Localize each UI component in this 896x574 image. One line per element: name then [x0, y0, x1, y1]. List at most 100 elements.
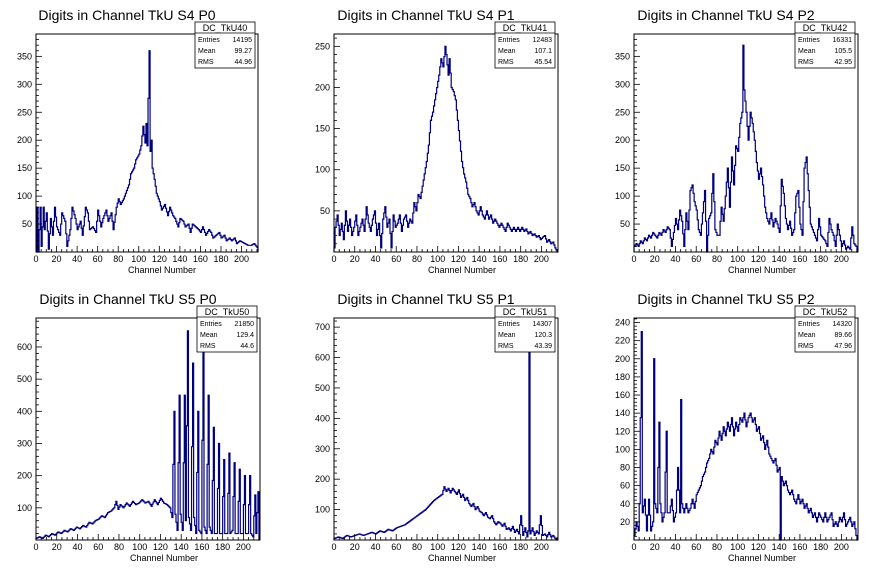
- x-tick-label: 200: [236, 542, 251, 552]
- x-tick-label: 140: [472, 542, 487, 552]
- stats-key: Mean: [498, 332, 516, 339]
- y-tick-label: 200: [615, 135, 630, 145]
- stats-key: Entries: [498, 37, 520, 44]
- plot-frame: [333, 317, 559, 541]
- x-tick-label: 40: [370, 254, 380, 264]
- panel-title: Digits in Channel TkU S4 P2: [637, 7, 814, 23]
- y-tick-label: 300: [17, 79, 32, 89]
- stats-key: Mean: [498, 48, 516, 55]
- y-tick-label: 200: [615, 354, 630, 364]
- x-tick-label: 100: [430, 542, 445, 552]
- x-tick-label: 140: [772, 542, 787, 552]
- stats-value: 42.95: [834, 59, 852, 66]
- x-tick-label: 200: [834, 254, 849, 264]
- stats-box: DC_TkU40 Entries 14195 Mean 99.27 RMS 44.96: [194, 21, 256, 69]
- x-tick-label: 80: [412, 254, 422, 264]
- y-tick-label: 700: [315, 322, 330, 332]
- stats-box: DC_TkU41 Entries 12483 Mean 107.1 RMS 45.54: [494, 21, 556, 69]
- stats-name: DC_TkU42: [803, 23, 848, 33]
- x-tick-label: 60: [93, 254, 103, 264]
- histogram-series: [333, 350, 558, 541]
- histogram-panel: Digits in Channel TkU S5 P1 0 20 40 60 80 100 1…: [315, 291, 559, 563]
- y-tick-label: 500: [17, 374, 32, 384]
- x-tick-label: 120: [751, 542, 766, 552]
- x-tick-label: 120: [451, 542, 466, 552]
- x-tick-label: 60: [691, 254, 701, 264]
- histogram-panel: Digits in Channel TkU S4 P0 0 20 40 60 80 100 1…: [17, 7, 259, 275]
- stats-value: 105.5: [834, 48, 852, 55]
- y-tick-label: 200: [315, 474, 330, 484]
- stats-box-frame: [794, 305, 856, 353]
- x-tick-label: 120: [751, 254, 766, 264]
- x-tick-label: 20: [650, 542, 660, 552]
- x-axis-title: Channel Number: [728, 265, 796, 275]
- x-tick-label: 0: [33, 254, 38, 264]
- x-axis-title: Channel Number: [728, 553, 796, 563]
- x-tick-label: 120: [451, 254, 466, 264]
- y-tick-label: 350: [17, 51, 32, 61]
- x-axis-title: Channel Number: [128, 265, 196, 275]
- x-tick-label: 20: [650, 254, 660, 264]
- histogram-panel: Digits in Channel TkU S4 P1 0 20 40 60 80 100 1…: [315, 7, 559, 275]
- plot-frame: [633, 317, 859, 541]
- y-tick-label: 400: [17, 406, 32, 416]
- x-tick-label: 80: [113, 254, 123, 264]
- stats-key: RMS: [498, 343, 514, 350]
- x-tick-label: 200: [234, 254, 249, 264]
- x-tick-label: 160: [492, 542, 507, 552]
- y-tick-label: 350: [615, 51, 630, 61]
- x-tick-label: 140: [472, 254, 487, 264]
- stats-key: Entries: [498, 321, 520, 328]
- stats-value: 129.4: [236, 332, 254, 339]
- stats-box-frame: [794, 21, 856, 69]
- stats-value: 21850: [235, 321, 255, 328]
- x-tick-label: 0: [631, 254, 636, 264]
- stats-key: Entries: [798, 321, 820, 328]
- y-tick-label: 220: [615, 336, 630, 346]
- histogram-series: [633, 330, 858, 541]
- x-tick-label: 100: [131, 254, 146, 264]
- x-axis-title: Channel Number: [130, 553, 198, 563]
- stats-name: DC_TkU52: [803, 307, 848, 317]
- y-tick-label: 100: [315, 165, 330, 175]
- y-tick-label: 400: [315, 413, 330, 423]
- x-tick-label: 80: [412, 542, 422, 552]
- stats-name: DC_TkU51: [503, 307, 548, 317]
- x-tick-label: 180: [813, 542, 828, 552]
- histogram-series: [36, 50, 259, 253]
- y-tick-label: 150: [17, 163, 32, 173]
- x-tick-label: 40: [670, 542, 680, 552]
- y-tick-label: 100: [615, 191, 630, 201]
- x-tick-label: 180: [513, 254, 528, 264]
- stats-name: DC_TkU50: [205, 307, 250, 317]
- stats-key: Mean: [798, 332, 816, 339]
- x-tick-label: 20: [350, 542, 360, 552]
- histogram-panel: Digits in Channel TkU S5 P0 0 20 40 60 80 100 1…: [17, 291, 261, 563]
- x-tick-label: 40: [670, 254, 680, 264]
- stats-value: 120.3: [534, 332, 552, 339]
- panel-title: Digits in Channel TkU S4 P0: [38, 7, 215, 23]
- x-tick-label: 80: [712, 254, 722, 264]
- stats-value: 14307: [533, 321, 553, 328]
- y-tick-label: 250: [17, 107, 32, 117]
- stats-box-frame: [196, 305, 258, 353]
- plot-frame: [333, 33, 559, 253]
- x-tick-label: 160: [492, 254, 507, 264]
- stats-key: Entries: [798, 37, 820, 44]
- stats-value: 43.39: [534, 343, 552, 350]
- x-tick-label: 140: [174, 542, 189, 552]
- panel-title: Digits in Channel TkU S5 P1: [337, 291, 514, 307]
- y-tick-label: 50: [320, 206, 330, 216]
- y-tick-label: 250: [615, 107, 630, 117]
- stats-key: RMS: [198, 59, 214, 66]
- x-tick-label: 60: [391, 542, 401, 552]
- x-tick-label: 200: [534, 542, 549, 552]
- x-tick-label: 160: [792, 542, 807, 552]
- y-tick-label: 160: [615, 390, 630, 400]
- stats-value: 14320: [833, 321, 853, 328]
- x-tick-label: 180: [813, 254, 828, 264]
- y-tick-label: 500: [315, 383, 330, 393]
- x-tick-label: 180: [213, 254, 228, 264]
- x-tick-label: 0: [331, 542, 336, 552]
- y-tick-label: 300: [17, 438, 32, 448]
